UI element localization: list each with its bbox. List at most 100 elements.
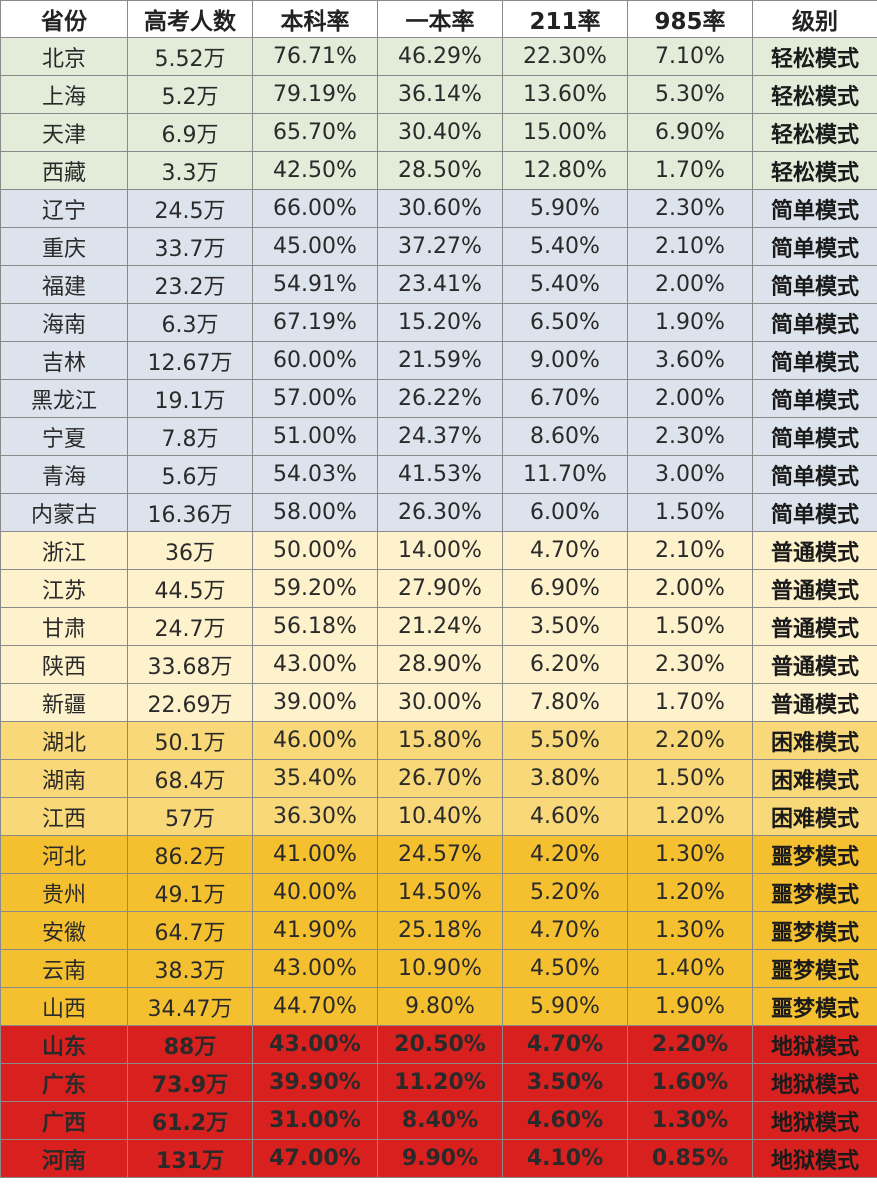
cell-tier1-rate: 14.50% <box>377 873 503 912</box>
cell-exam-takers: 22.69万 <box>127 683 253 722</box>
cell-tier1-rate: 24.37% <box>377 417 503 456</box>
cell-tier1-rate: 21.24% <box>377 607 503 646</box>
cell-exam-takers: 24.7万 <box>127 607 253 646</box>
cell-level: 噩梦模式 <box>752 911 877 950</box>
cell-undergrad-rate: 50.00% <box>252 531 378 570</box>
cell-level: 困难模式 <box>752 721 877 760</box>
cell-211-rate: 5.50% <box>502 721 628 760</box>
cell-undergrad-rate: 40.00% <box>252 873 378 912</box>
cell-985-rate: 2.10% <box>627 227 753 266</box>
cell-province: 黑龙江 <box>0 379 128 418</box>
cell-985-rate: 2.20% <box>627 1025 753 1064</box>
cell-level: 噩梦模式 <box>752 949 877 988</box>
cell-exam-takers: 7.8万 <box>127 417 253 456</box>
cell-tier1-rate: 11.20% <box>377 1063 503 1102</box>
cell-exam-takers: 57万 <box>127 797 253 836</box>
cell-211-rate: 3.80% <box>502 759 628 798</box>
cell-exam-takers: 38.3万 <box>127 949 253 988</box>
cell-province: 辽宁 <box>0 189 128 228</box>
cell-level: 轻松模式 <box>752 113 877 152</box>
cell-undergrad-rate: 43.00% <box>252 1025 378 1064</box>
cell-211-rate: 7.80% <box>502 683 628 722</box>
cell-tier1-rate: 15.20% <box>377 303 503 342</box>
table-row: 辽宁 24.5万 66.00% 30.60% 5.90% 2.30% 简单模式 <box>0 189 877 228</box>
cell-211-rate: 5.40% <box>502 227 628 266</box>
cell-province: 河南 <box>0 1139 128 1178</box>
header-211-rate: 211率 <box>502 0 628 38</box>
cell-exam-takers: 5.52万 <box>127 37 253 76</box>
cell-211-rate: 4.60% <box>502 797 628 836</box>
cell-211-rate: 12.80% <box>502 151 628 190</box>
cell-exam-takers: 6.9万 <box>127 113 253 152</box>
cell-province: 福建 <box>0 265 128 304</box>
header-tier1-rate: 一本率 <box>377 0 503 38</box>
cell-tier1-rate: 25.18% <box>377 911 503 950</box>
cell-province: 西藏 <box>0 151 128 190</box>
cell-province: 江西 <box>0 797 128 836</box>
cell-tier1-rate: 28.50% <box>377 151 503 190</box>
cell-exam-takers: 33.7万 <box>127 227 253 266</box>
cell-level: 简单模式 <box>752 227 877 266</box>
cell-exam-takers: 19.1万 <box>127 379 253 418</box>
cell-985-rate: 1.70% <box>627 151 753 190</box>
cell-tier1-rate: 26.70% <box>377 759 503 798</box>
cell-level: 简单模式 <box>752 417 877 456</box>
cell-985-rate: 1.90% <box>627 303 753 342</box>
cell-tier1-rate: 46.29% <box>377 37 503 76</box>
cell-level: 简单模式 <box>752 379 877 418</box>
cell-tier1-rate: 24.57% <box>377 835 503 874</box>
cell-985-rate: 2.00% <box>627 379 753 418</box>
table-row: 新疆 22.69万 39.00% 30.00% 7.80% 1.70% 普通模式 <box>0 683 877 722</box>
cell-985-rate: 2.00% <box>627 569 753 608</box>
cell-tier1-rate: 37.27% <box>377 227 503 266</box>
cell-211-rate: 3.50% <box>502 1063 628 1102</box>
cell-211-rate: 3.50% <box>502 607 628 646</box>
cell-985-rate: 3.00% <box>627 455 753 494</box>
table-row: 吉林 12.67万 60.00% 21.59% 9.00% 3.60% 简单模式 <box>0 341 877 380</box>
cell-level: 困难模式 <box>752 759 877 798</box>
cell-province: 山西 <box>0 987 128 1026</box>
cell-exam-takers: 49.1万 <box>127 873 253 912</box>
cell-province: 湖南 <box>0 759 128 798</box>
cell-211-rate: 6.00% <box>502 493 628 532</box>
cell-level: 简单模式 <box>752 341 877 380</box>
cell-985-rate: 1.70% <box>627 683 753 722</box>
cell-level: 轻松模式 <box>752 37 877 76</box>
cell-tier1-rate: 23.41% <box>377 265 503 304</box>
cell-exam-takers: 61.2万 <box>127 1101 253 1140</box>
cell-tier1-rate: 30.40% <box>377 113 503 152</box>
cell-province: 天津 <box>0 113 128 152</box>
cell-level: 普通模式 <box>752 607 877 646</box>
cell-exam-takers: 36万 <box>127 531 253 570</box>
cell-985-rate: 2.10% <box>627 531 753 570</box>
table-row: 黑龙江 19.1万 57.00% 26.22% 6.70% 2.00% 简单模式 <box>0 379 877 418</box>
cell-undergrad-rate: 43.00% <box>252 645 378 684</box>
cell-level: 噩梦模式 <box>752 873 877 912</box>
cell-province: 湖北 <box>0 721 128 760</box>
cell-211-rate: 4.60% <box>502 1101 628 1140</box>
cell-level: 轻松模式 <box>752 75 877 114</box>
cell-985-rate: 6.90% <box>627 113 753 152</box>
cell-province: 北京 <box>0 37 128 76</box>
cell-211-rate: 9.00% <box>502 341 628 380</box>
cell-211-rate: 5.90% <box>502 189 628 228</box>
cell-985-rate: 1.30% <box>627 911 753 950</box>
cell-985-rate: 2.30% <box>627 189 753 228</box>
cell-level: 简单模式 <box>752 265 877 304</box>
cell-985-rate: 1.30% <box>627 835 753 874</box>
cell-level: 普通模式 <box>752 645 877 684</box>
cell-985-rate: 3.60% <box>627 341 753 380</box>
cell-level: 地狱模式 <box>752 1101 877 1140</box>
cell-tier1-rate: 41.53% <box>377 455 503 494</box>
table-row: 重庆 33.7万 45.00% 37.27% 5.40% 2.10% 简单模式 <box>0 227 877 266</box>
cell-tier1-rate: 8.40% <box>377 1101 503 1140</box>
cell-undergrad-rate: 76.71% <box>252 37 378 76</box>
table-row: 湖南 68.4万 35.40% 26.70% 3.80% 1.50% 困难模式 <box>0 759 877 798</box>
cell-211-rate: 22.30% <box>502 37 628 76</box>
cell-undergrad-rate: 35.40% <box>252 759 378 798</box>
cell-211-rate: 6.90% <box>502 569 628 608</box>
cell-211-rate: 4.70% <box>502 531 628 570</box>
cell-undergrad-rate: 39.00% <box>252 683 378 722</box>
cell-exam-takers: 24.5万 <box>127 189 253 228</box>
